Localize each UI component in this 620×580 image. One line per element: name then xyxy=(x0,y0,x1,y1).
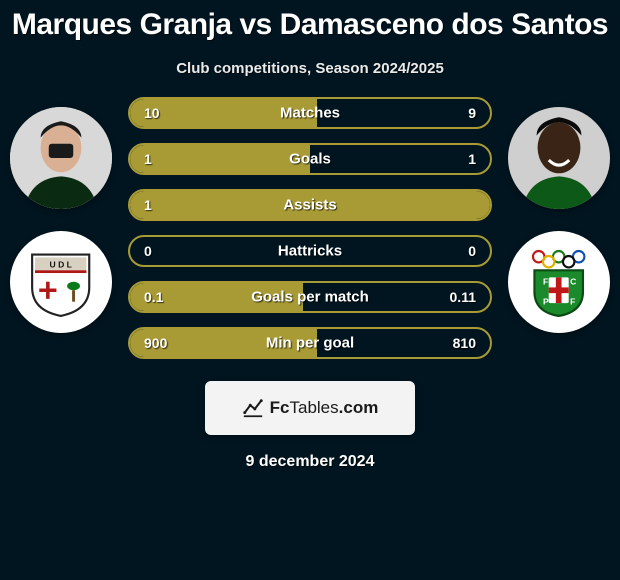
fcpf-crest-icon: F C P F xyxy=(523,246,594,317)
svg-text:U D L: U D L xyxy=(50,260,72,270)
svg-text:F: F xyxy=(543,277,548,287)
stat-right-value: 9 xyxy=(468,105,476,121)
stat-row: 0.1 Goals per match 0.11 xyxy=(128,281,492,313)
stat-left-value: 10 xyxy=(144,105,160,121)
club-right-badge: F C P F xyxy=(508,231,610,333)
player-left-avatar xyxy=(10,107,112,209)
player-right-avatar xyxy=(508,107,610,209)
stat-label: Goals xyxy=(289,151,331,168)
stat-left-value: 1 xyxy=(144,151,152,167)
stat-right-value: 1 xyxy=(468,151,476,167)
stat-left-value: 1 xyxy=(144,197,152,213)
stat-left-value: 900 xyxy=(144,335,167,351)
subtitle: Club competitions, Season 2024/2025 xyxy=(0,60,620,77)
watermark-text: FcTables.com xyxy=(270,398,379,418)
stat-label: Assists xyxy=(283,197,336,214)
stat-right-value: 810 xyxy=(453,335,476,351)
svg-text:F: F xyxy=(570,297,575,307)
stat-right-value: 0 xyxy=(468,243,476,259)
date-text: 9 december 2024 xyxy=(0,453,620,471)
right-side: F C P F xyxy=(504,97,614,333)
stat-row: 900 Min per goal 810 xyxy=(128,327,492,359)
comparison-content: U D L 10 Matches 9 1 Goals 1 1 Assists 0 Hattrick… xyxy=(0,97,620,359)
stat-fill xyxy=(130,145,310,173)
watermark: FcTables.com xyxy=(205,381,415,435)
udl-crest-icon: U D L xyxy=(25,246,96,317)
stat-row: 1 Assists xyxy=(128,189,492,221)
stat-right-value: 0.11 xyxy=(450,289,476,305)
stat-row: 0 Hattricks 0 xyxy=(128,235,492,267)
stat-row: 1 Goals 1 xyxy=(128,143,492,175)
stat-label: Matches xyxy=(280,105,340,122)
stat-label: Hattricks xyxy=(278,243,342,260)
svg-text:C: C xyxy=(570,277,576,287)
stats-column: 10 Matches 9 1 Goals 1 1 Assists 0 Hattricks 0 0.1 G… xyxy=(116,97,504,359)
chart-icon xyxy=(242,397,264,419)
stat-left-value: 0 xyxy=(144,243,152,259)
left-side: U D L xyxy=(6,97,116,333)
stat-left-value: 0.1 xyxy=(144,289,163,305)
stat-row: 10 Matches 9 xyxy=(128,97,492,129)
club-left-badge: U D L xyxy=(10,231,112,333)
page-title: Marques Granja vs Damasceno dos Santos xyxy=(0,0,620,42)
svg-text:P: P xyxy=(543,297,549,307)
stat-label: Goals per match xyxy=(251,289,369,306)
stat-label: Min per goal xyxy=(266,335,354,352)
